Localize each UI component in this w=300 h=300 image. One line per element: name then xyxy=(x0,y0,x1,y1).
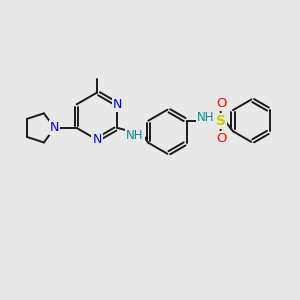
Text: N: N xyxy=(92,133,102,146)
Text: O: O xyxy=(216,132,226,145)
Text: NH: NH xyxy=(126,129,144,142)
Text: N: N xyxy=(113,98,122,111)
Text: N: N xyxy=(50,122,59,134)
Text: O: O xyxy=(216,97,226,110)
Text: S: S xyxy=(216,114,226,128)
Text: NH: NH xyxy=(197,111,214,124)
